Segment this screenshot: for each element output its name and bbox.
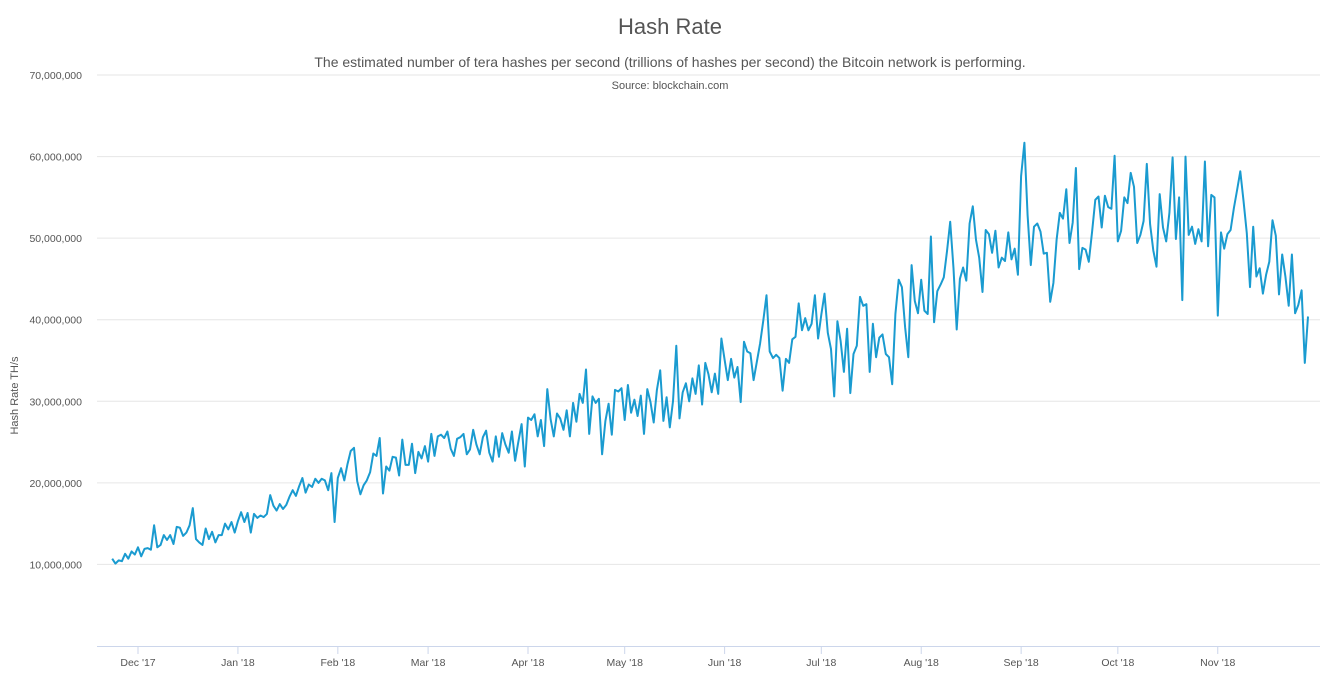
x-tick-label: Jul '18 xyxy=(806,657,836,669)
x-tick-label: Jan '18 xyxy=(221,657,255,669)
y-tick-label: 60,000,000 xyxy=(29,152,82,164)
chart-subtitle: The estimated number of tera hashes per … xyxy=(314,54,1026,70)
x-tick-label: Feb '18 xyxy=(320,657,355,669)
x-axis-ticks: Dec '17 Jan '18 Feb '18 Mar '18 Apr '18 May '… xyxy=(120,646,1236,669)
y-axis-title: Hash Rate TH/s xyxy=(9,356,21,435)
y-tick-label: 70,000,000 xyxy=(29,70,82,82)
x-tick-label: Apr '18 xyxy=(512,657,545,669)
y-gridlines xyxy=(97,74,1320,565)
x-tick-label: May '18 xyxy=(606,657,643,669)
y-tick-label: 40,000,000 xyxy=(29,315,82,327)
y-tick-label: 50,000,000 xyxy=(29,233,82,245)
chart-source: Source: blockchain.com xyxy=(611,80,729,92)
chart-title: Hash Rate xyxy=(618,14,722,39)
y-tick-label: 30,000,000 xyxy=(29,396,82,408)
x-tick-label: Aug '18 xyxy=(904,657,939,669)
x-tick-label: Mar '18 xyxy=(411,657,446,669)
x-tick-label: Oct '18 xyxy=(1101,657,1134,669)
y-axis-ticks: 10,000,000 20,000,000 30,000,000 40,000,000… xyxy=(29,70,82,571)
y-tick-label: 10,000,000 xyxy=(29,559,82,571)
x-tick-label: Sep '18 xyxy=(1003,657,1038,669)
x-tick-label: Nov '18 xyxy=(1200,657,1235,669)
y-tick-label: 20,000,000 xyxy=(29,478,82,490)
x-tick-label: Jun '18 xyxy=(708,657,742,669)
x-tick-label: Dec '17 xyxy=(120,657,155,669)
series-line xyxy=(111,141,1309,565)
